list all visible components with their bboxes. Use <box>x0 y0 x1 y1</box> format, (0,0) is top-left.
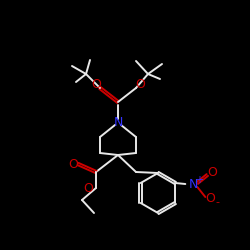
Text: O: O <box>83 182 93 196</box>
Text: O: O <box>68 158 78 170</box>
Text: N: N <box>189 178 198 192</box>
Text: O: O <box>208 166 217 179</box>
Text: +: + <box>195 175 203 185</box>
Text: -: - <box>215 197 219 207</box>
Text: O: O <box>91 78 101 92</box>
Text: O: O <box>135 78 145 92</box>
Text: N: N <box>113 116 123 128</box>
Text: O: O <box>206 192 215 205</box>
